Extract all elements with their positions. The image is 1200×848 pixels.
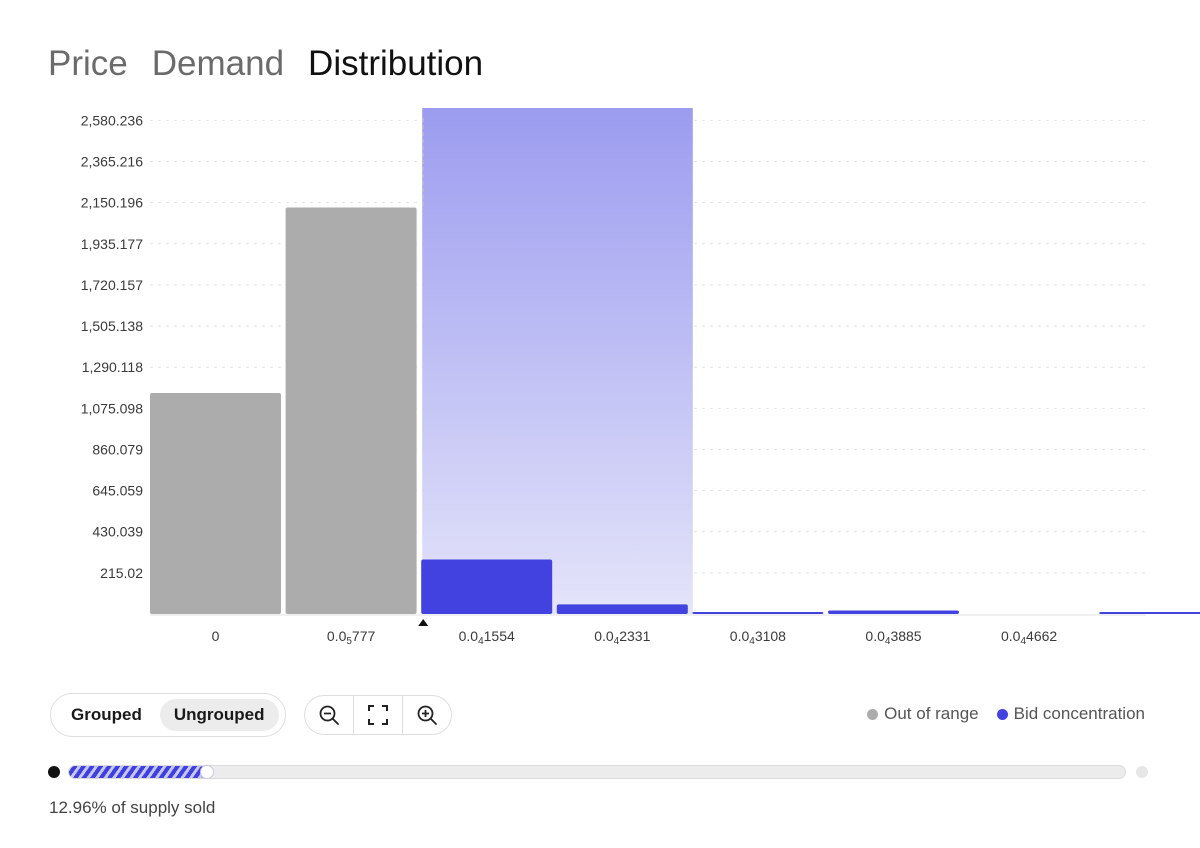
tab-distribution[interactable]: Distribution xyxy=(308,44,484,83)
supply-sold-text: 12.96% of supply sold xyxy=(49,798,216,817)
zoom-controls xyxy=(303,695,452,735)
legend-out-of-range-label: Out of range xyxy=(884,704,979,723)
x-tick-label: 0.043885 xyxy=(865,628,921,647)
y-tick-label: 1,505.138 xyxy=(81,318,143,334)
bar-bid-concentration xyxy=(1099,612,1200,614)
x-tick-label: 0.05777 xyxy=(327,628,376,647)
progress-fill xyxy=(69,766,206,778)
y-tick-label: 1,075.098 xyxy=(81,400,143,416)
x-tick-label: 0.042331 xyxy=(594,628,650,647)
legend-out-of-range: Out of range xyxy=(867,704,979,724)
y-tick-label: 2,580.236 xyxy=(81,112,143,128)
bar-bid-concentration xyxy=(421,559,553,614)
zoom-out-icon xyxy=(319,705,339,725)
progress-start-dot xyxy=(48,766,60,778)
view-tabs: Price Demand Distribution xyxy=(48,40,483,88)
zoom-in-icon xyxy=(417,705,437,725)
bar-bid-concentration xyxy=(692,612,824,614)
progress-end-dot xyxy=(1136,766,1148,778)
tab-demand[interactable]: Demand xyxy=(151,44,285,83)
chart-legend: Out of range Bid concentration xyxy=(867,704,1145,724)
supply-progress xyxy=(48,760,1148,784)
y-tick-label: 2,365.216 xyxy=(81,154,143,170)
y-tick-label: 430.039 xyxy=(92,524,143,540)
x-tick-label: 0.041554 xyxy=(459,628,515,647)
distribution-chart: 2,580.236 2,365.216 2,150.196 1,935.177 1,72… xyxy=(81,108,1200,647)
zoom-out-button[interactable] xyxy=(305,696,353,734)
highlight-range-band xyxy=(422,108,693,614)
bid-concentration-swatch xyxy=(996,708,1008,720)
progress-track xyxy=(68,765,1126,779)
y-tick-label: 860.079 xyxy=(92,441,143,457)
progress-handle[interactable] xyxy=(199,765,214,779)
y-tick-label: 1,290.118 xyxy=(82,359,143,375)
y-tick-label: 2,150.196 xyxy=(81,195,143,211)
bar-out-of-range xyxy=(285,207,417,614)
bar-out-of-range xyxy=(150,393,281,614)
out-of-range-swatch xyxy=(867,708,879,720)
y-tick-label: 645.059 xyxy=(92,483,143,499)
bar-bid-concentration xyxy=(828,610,959,614)
chart-controls: Grouped Ungrouped xyxy=(50,693,452,737)
y-tick-label: 215.02 xyxy=(100,565,143,581)
fit-screen-icon xyxy=(367,705,388,725)
legend-bid-concentration-label: Bid concentration xyxy=(1013,704,1145,723)
y-tick-label: 1,720.157 xyxy=(81,277,143,293)
bar-bid-concentration xyxy=(556,604,688,614)
zoom-in-button[interactable] xyxy=(401,696,451,734)
x-tick-label: 0.044662 xyxy=(1001,628,1057,647)
fit-screen-button[interactable] xyxy=(352,696,402,734)
legend-bid-concentration: Bid concentration xyxy=(996,704,1145,724)
tab-price[interactable]: Price xyxy=(48,44,128,83)
grouping-toggle: Grouped Ungrouped xyxy=(50,693,286,737)
grouped-button[interactable]: Grouped xyxy=(71,705,142,724)
x-tick-label: 0 xyxy=(212,628,220,644)
y-tick-label: 1,935.177 xyxy=(81,236,143,252)
clearing-price-marker-icon xyxy=(418,619,429,626)
x-tick-label: 0.043108 xyxy=(730,628,786,647)
ungrouped-button[interactable]: Ungrouped xyxy=(159,699,279,731)
